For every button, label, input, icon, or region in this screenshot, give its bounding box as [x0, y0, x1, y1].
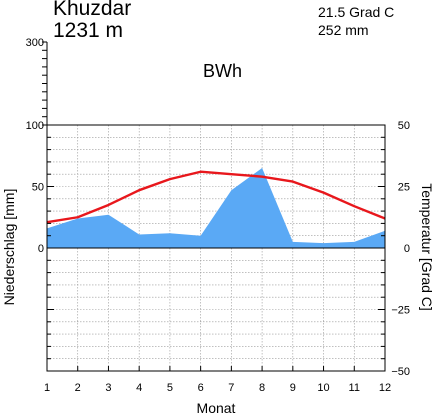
x-axis-tick-label: 12 [379, 382, 391, 394]
x-axis-tick-label: 7 [228, 382, 234, 394]
left-axis-tick-label: 50 [32, 182, 44, 194]
x-axis-tick-label: 1 [44, 382, 50, 394]
annual-precipitation-total: 252 mm [318, 22, 369, 38]
annual-mean-temperature: 21.5 Grad C [318, 4, 395, 20]
x-axis-tick-label: 5 [167, 382, 173, 394]
x-axis-tick-label: 3 [105, 382, 111, 394]
x-axis-title: Monat [197, 400, 236, 415]
axis-ticks [42, 41, 386, 372]
x-axis-tick-label: 8 [259, 382, 265, 394]
left-axis-tick-label: 0 [38, 243, 44, 255]
right-axis-tick-label: 25 [398, 182, 410, 194]
station-name: Khuzdar [53, 0, 132, 20]
precipitation-area [47, 168, 385, 248]
right-axis-title: Temperatur [Grad C] [419, 183, 435, 311]
x-axis-tick-label: 11 [349, 382, 360, 394]
x-axis-tick-label: 6 [198, 382, 204, 394]
left-axis-tick-label: 300 [26, 37, 44, 49]
right-axis-tick-label: 0 [404, 243, 410, 255]
x-axis-tick-label: 10 [317, 382, 329, 394]
x-axis-tick-label: 9 [290, 382, 296, 394]
right-axis-tick-label: −25 [391, 305, 410, 317]
right-axis-tick-label: −50 [391, 366, 410, 378]
temperature-line [46, 170, 386, 224]
x-axis-tick-label: 4 [136, 382, 142, 394]
koppen-climate-class: BWh [203, 61, 243, 81]
left-axis-title: Niederschlag [mm] [1, 189, 17, 306]
x-axis-tick-label: 2 [75, 382, 81, 394]
precipitation-series [46, 167, 386, 248]
station-elevation: 1231 m [53, 19, 124, 42]
left-axis-tick-label: 100 [26, 120, 44, 132]
right-axis-tick-label: 50 [398, 120, 410, 132]
